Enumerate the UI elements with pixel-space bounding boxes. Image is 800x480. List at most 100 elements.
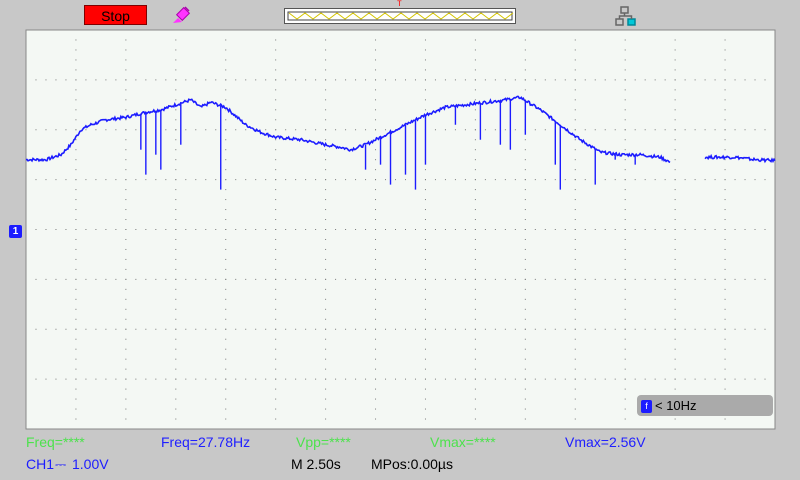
grid-dot [175, 328, 177, 330]
grid-dot [474, 258, 476, 260]
grid-dot [734, 378, 736, 380]
grid-dot [365, 229, 367, 230]
grid-dot [125, 59, 127, 61]
grid-dot [75, 59, 77, 61]
grid-dot [574, 398, 576, 400]
grid-dot [514, 179, 516, 181]
grid-dot [125, 308, 127, 310]
grid-dot [375, 79, 377, 81]
grid-dot [375, 338, 377, 340]
grid-dot [754, 179, 756, 181]
grid-dot [454, 229, 456, 230]
grid-dot [375, 318, 377, 320]
grid-dot [125, 258, 127, 260]
grid-dot [764, 328, 766, 330]
grid-dot [404, 79, 406, 81]
grid-dot [95, 328, 97, 330]
grid-dot [424, 278, 426, 280]
grid-dot [624, 398, 626, 400]
grid-dot [424, 418, 426, 420]
grid-dot [375, 119, 377, 121]
grid-dot [674, 109, 676, 111]
grid-dot [325, 378, 327, 380]
grid-dot [524, 169, 526, 171]
grid-dot [105, 179, 107, 181]
measurement-freq-1: Freq=**** [26, 434, 85, 450]
grid-dot [404, 229, 406, 230]
grid-dot [724, 119, 726, 121]
grid-dot [464, 229, 466, 230]
channel-1-label: CH1 [26, 456, 55, 472]
grid-dot [135, 129, 137, 131]
grid-dot [724, 129, 726, 131]
grid-dot [604, 378, 606, 380]
grid-dot [424, 248, 426, 250]
grid-dot [624, 358, 626, 360]
grid-dot [424, 189, 426, 191]
grid-dot [35, 79, 37, 81]
grid-dot [125, 348, 127, 350]
grid-dot [375, 328, 377, 330]
grid-dot [544, 278, 546, 280]
grid-dot [175, 79, 177, 81]
grid-dot [624, 268, 626, 270]
grid-dot [335, 179, 337, 181]
grid-dot [754, 378, 756, 380]
grid-dot [255, 278, 257, 280]
grid-dot [524, 368, 526, 370]
grid-dot [385, 328, 387, 330]
grid-dot [365, 79, 367, 81]
grid-dot [75, 318, 77, 320]
grid-dot [724, 199, 726, 201]
grid-dot [684, 328, 686, 330]
grid-dot [275, 139, 277, 141]
grid-dot [724, 189, 726, 191]
grid-dot [265, 229, 267, 230]
grid-dot [434, 378, 436, 380]
grid-dot [504, 129, 506, 131]
measurement-freq-2: Freq=27.78Hz [161, 434, 251, 450]
grid-dot [624, 408, 626, 410]
grid-dot [385, 179, 387, 181]
grid-dot [245, 278, 247, 280]
grid-dot [674, 49, 676, 51]
grid-dot [245, 378, 247, 380]
grid-dot [514, 129, 516, 131]
grid-dot [574, 258, 576, 260]
grid-dot [524, 229, 526, 230]
grid-dot [105, 328, 107, 330]
grid-dot [644, 79, 646, 81]
grid-dot [135, 179, 137, 181]
grid-dot [714, 328, 716, 330]
grid-dot [464, 328, 466, 330]
grid-dot [574, 268, 576, 270]
grid-dot [554, 229, 556, 230]
grid-dot [684, 229, 686, 230]
grid-dot [724, 268, 726, 270]
grid-dot [674, 328, 676, 330]
grid-dot [434, 278, 436, 280]
trace-segment [704, 153, 776, 164]
grid-dot [624, 318, 626, 320]
grid-dot [375, 278, 377, 280]
grid-dot [175, 278, 177, 280]
grid-dot [524, 39, 526, 41]
grid-dot [225, 288, 227, 290]
grid-dot [664, 129, 666, 131]
grid-dot [724, 49, 726, 51]
channel-1-marker-icon[interactable]: 1 [9, 225, 22, 238]
grid-dot [375, 109, 377, 111]
grid-dot [584, 79, 586, 81]
grid-dot [225, 199, 227, 201]
grid-dot [115, 378, 117, 380]
grid-dot [474, 358, 476, 360]
grid-dot [225, 219, 227, 221]
grid-dot [674, 99, 676, 101]
grid-dot [275, 278, 277, 280]
grid-dot [325, 358, 327, 360]
grid-dot [424, 328, 426, 330]
grid-dot [424, 318, 426, 320]
grid-dot [494, 229, 496, 230]
grid-dot [285, 378, 287, 380]
run-stop-status[interactable]: Stop [84, 5, 147, 25]
